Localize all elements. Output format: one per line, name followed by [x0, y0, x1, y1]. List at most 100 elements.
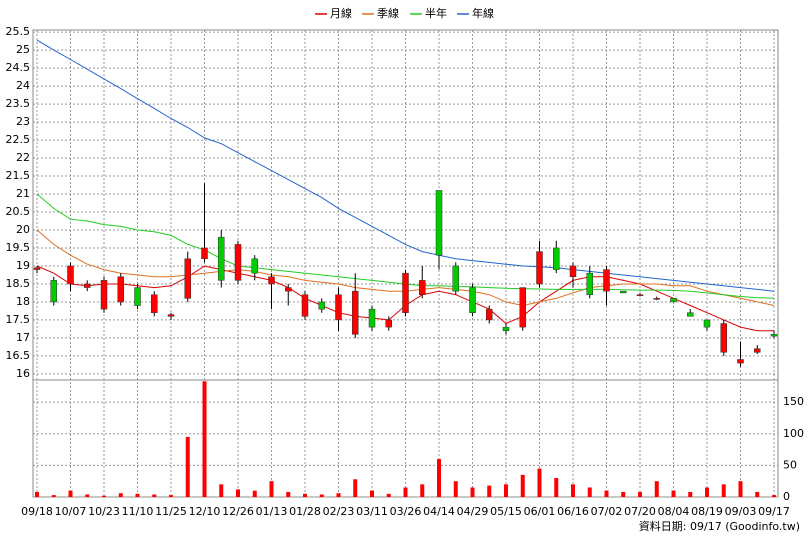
y-tick-label: 23.5: [6, 97, 31, 110]
volume-bar: [772, 495, 776, 497]
candle-body: [151, 294, 158, 313]
candle-body: [586, 272, 593, 295]
candle-body: [301, 294, 309, 317]
volume-bar: [219, 484, 224, 497]
y-tick-label: 20: [16, 223, 30, 236]
candle-body: [368, 308, 376, 328]
y2-tick-label: 50: [783, 458, 797, 471]
candle-body: [201, 247, 208, 260]
candle-body: [335, 294, 342, 321]
volume-bar: [403, 487, 408, 497]
y-tick-label: 20.5: [6, 205, 31, 218]
volume-bar: [118, 493, 123, 497]
volume-bar: [738, 481, 743, 497]
candle-body: [486, 308, 493, 321]
volume-bar: [236, 489, 240, 497]
candle-body: [352, 290, 359, 335]
y-tick-label: 19.5: [6, 241, 31, 254]
x-tick-label: 07/20: [624, 505, 656, 518]
legend-label: 年線: [472, 6, 494, 20]
candle-body: [502, 326, 510, 331]
x-tick-label: 01/28: [289, 505, 321, 518]
y2-tick-label: 0: [783, 490, 790, 503]
legend-label: 季線: [377, 6, 399, 20]
y2-tick-label: 150: [783, 395, 804, 408]
volume-bar: [319, 494, 324, 497]
x-tick-label: 09/17: [758, 505, 790, 518]
candle-body: [84, 283, 91, 288]
x-tick-label: 10/07: [55, 505, 87, 518]
volume-bar: [571, 484, 575, 497]
volume-bar: [638, 491, 642, 497]
volume-bar: [269, 481, 274, 497]
candle-body: [703, 319, 711, 328]
volume-bar: [286, 491, 291, 497]
candle-body: [33, 267, 41, 270]
candle-body: [67, 265, 74, 285]
legend-label: 月線: [330, 6, 352, 20]
y2-tick-label: 100: [783, 427, 804, 440]
volume-bar: [688, 491, 693, 497]
volume-bar: [51, 495, 56, 497]
volume-bar: [487, 485, 492, 497]
candle-body: [636, 294, 644, 296]
y-tick-label: 21: [16, 187, 30, 200]
volume-bar: [102, 495, 106, 497]
candle-body: [268, 276, 275, 285]
candle-body: [184, 258, 191, 299]
y-tick-label: 18: [16, 295, 30, 308]
volume-bar: [370, 490, 374, 497]
candle-body: [770, 334, 778, 337]
volume-bar: [35, 491, 39, 497]
candle-body: [285, 287, 292, 292]
volume-bar: [671, 490, 676, 497]
candle-body: [603, 269, 610, 292]
volume-bar: [68, 490, 73, 497]
volume-bar: [721, 484, 726, 497]
candle-body: [653, 298, 660, 300]
candle-body: [134, 287, 141, 306]
candle-body: [536, 251, 543, 285]
candle-body: [167, 314, 175, 317]
volume-bar: [453, 481, 458, 497]
candle-body: [117, 276, 124, 303]
candle-body: [737, 359, 744, 364]
candle-body: [419, 280, 426, 295]
candle-body: [402, 272, 409, 313]
candle-body: [687, 312, 694, 317]
candle-body: [234, 244, 242, 281]
candle-body: [553, 247, 560, 270]
x-tick-label: 12/26: [222, 505, 254, 518]
y-tick-label: 24: [16, 79, 30, 92]
volume-bar: [755, 491, 760, 497]
y-tick-label: 23: [16, 115, 30, 128]
x-tick-label: 11/25: [155, 505, 187, 518]
x-tick-label: 07/02: [591, 505, 623, 518]
candle-body: [519, 287, 526, 328]
candle-body: [100, 280, 108, 310]
x-tick-label: 05/15: [490, 505, 522, 518]
y-tick-label: 16: [16, 367, 30, 380]
x-tick-label: 09/03: [725, 505, 757, 518]
ma-line: [36, 39, 775, 292]
candle-body: [218, 236, 225, 281]
y-tick-label: 25.5: [6, 25, 31, 38]
candle-body: [754, 348, 761, 353]
x-tick-label: 08/19: [691, 505, 723, 518]
x-tick-label: 10/23: [88, 505, 120, 518]
x-tick-label: 09/18: [21, 505, 53, 518]
y-tick-label: 24.5: [6, 61, 31, 74]
volume-bar: [437, 459, 441, 497]
y-tick-label: 17.5: [6, 313, 31, 326]
volume-bar: [336, 493, 341, 497]
y-tick-label: 18.5: [6, 277, 31, 290]
x-tick-label: 02/23: [323, 505, 355, 518]
legend-label: 半年: [425, 6, 447, 20]
x-tick-label: 12/10: [189, 505, 221, 518]
volume-bar: [202, 381, 207, 497]
y-tick-label: 21.5: [6, 169, 31, 182]
volume-bar: [252, 490, 257, 497]
volume-bar: [420, 484, 425, 497]
candle-body: [318, 301, 325, 310]
volume-bar: [520, 474, 525, 497]
